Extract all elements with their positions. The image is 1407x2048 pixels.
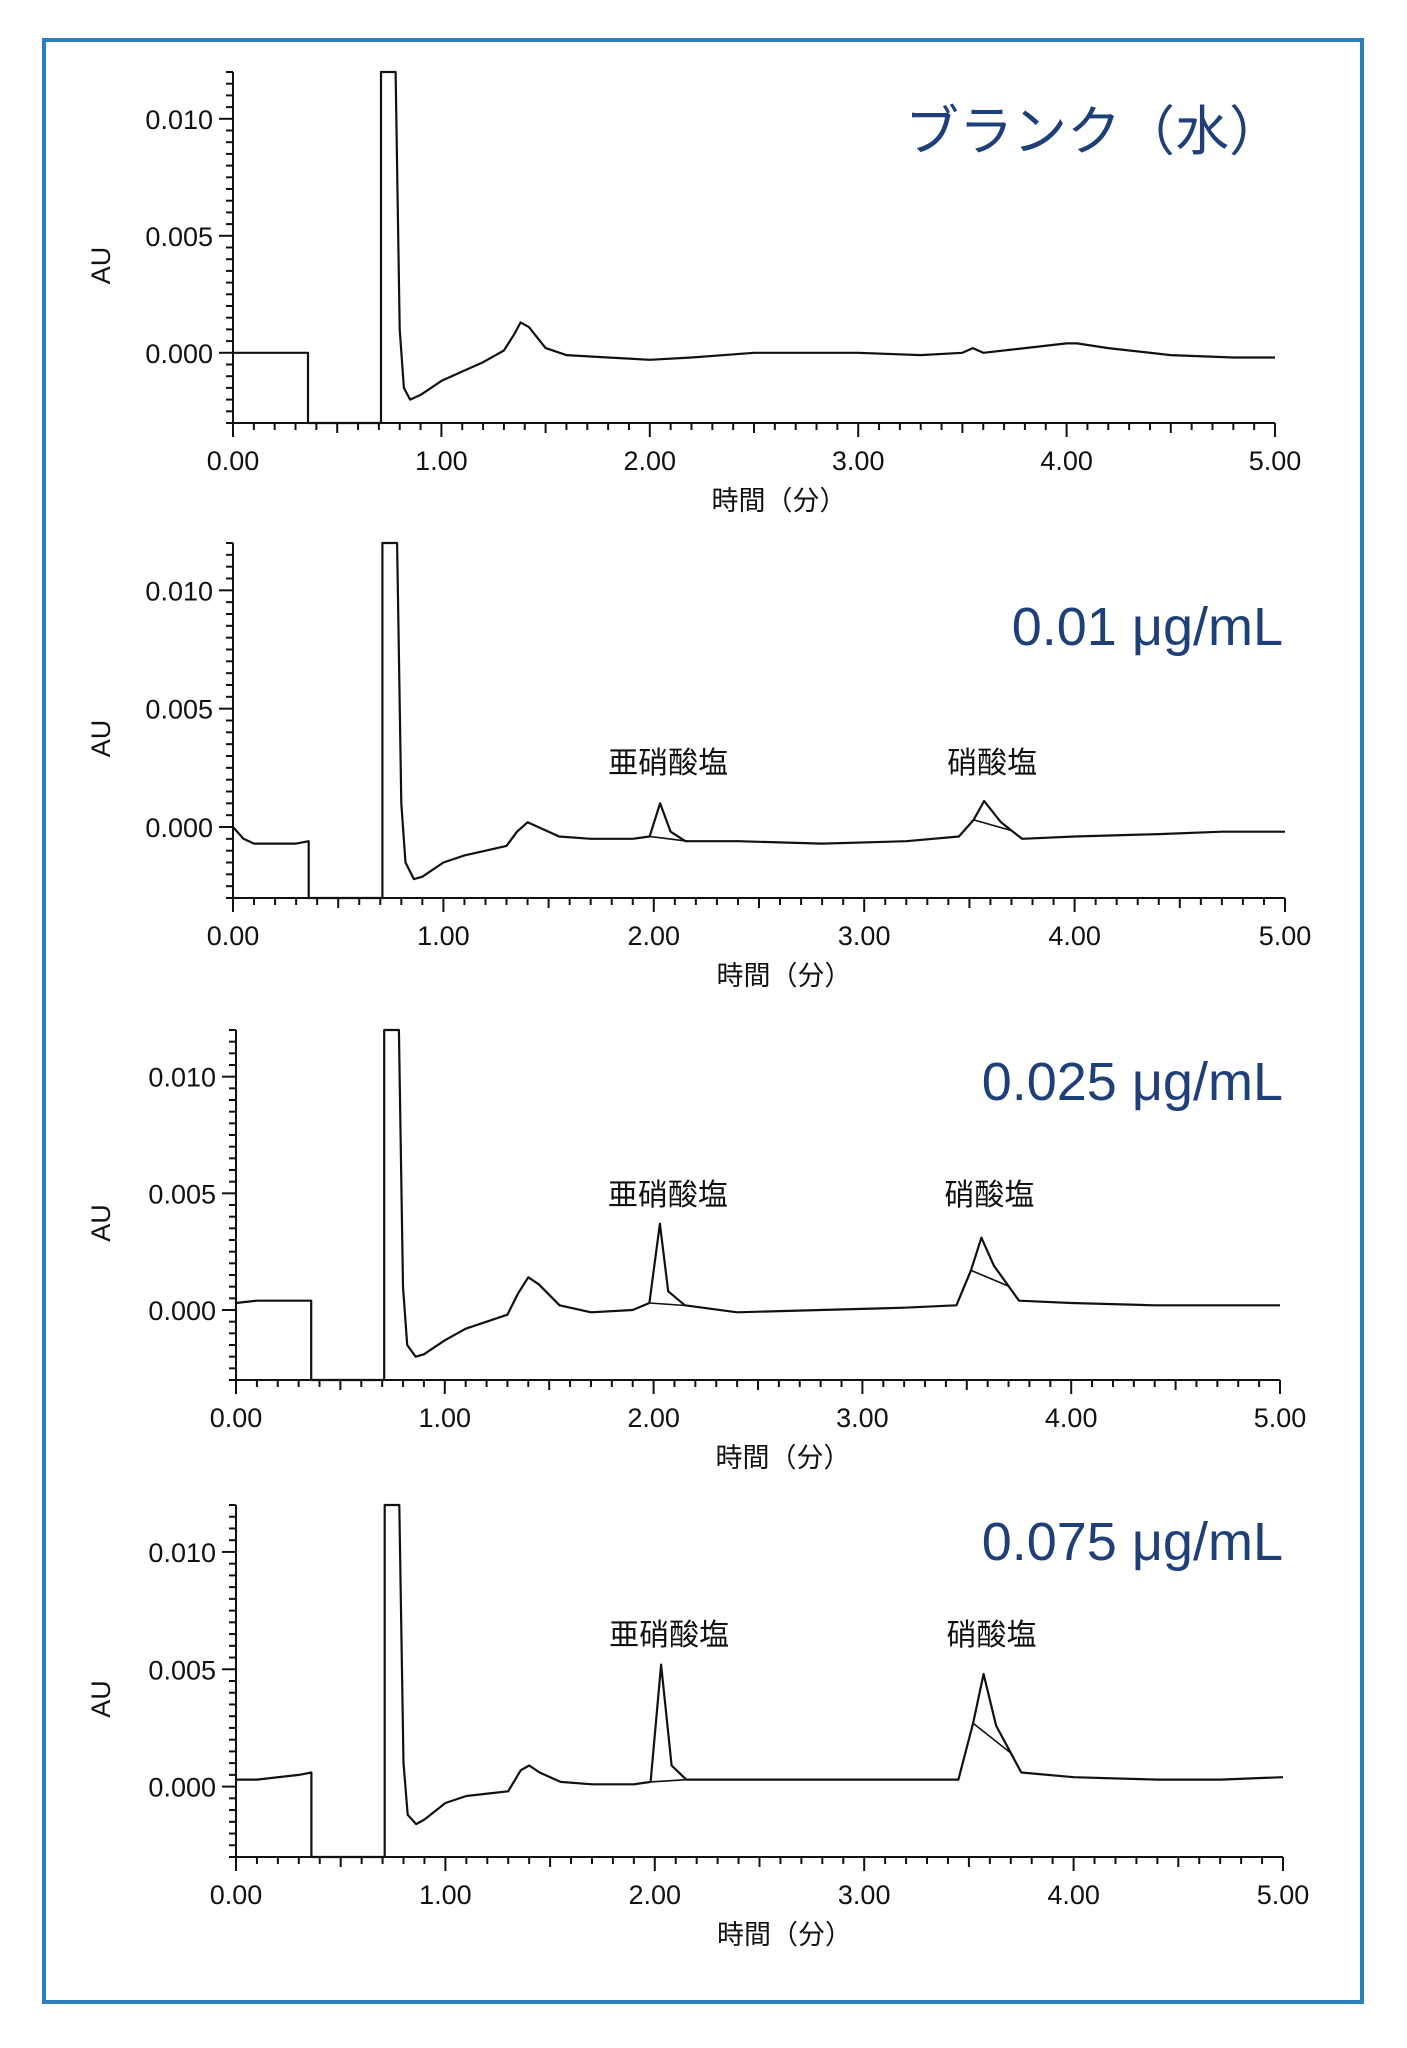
x-tick-label: 1.00 xyxy=(419,1880,472,1910)
chart-panel-3: 0.00 1.00 2.00 3.00 4.00 5.00 0.000 0.005 0.010 A… xyxy=(86,1028,1307,1473)
peak-label: 亜硝酸塩 xyxy=(608,746,728,781)
x-tick-label: 0.00 xyxy=(207,921,260,951)
peak-label: 亜硝酸塩 xyxy=(608,1178,728,1213)
peak-label: 硝酸塩 xyxy=(947,1618,1037,1653)
chromatogram-trace xyxy=(233,70,1275,425)
x-tick-label: 4.00 xyxy=(1047,1880,1100,1910)
panel-title: 0.025 μg/mL xyxy=(982,1052,1283,1112)
figure-frame xyxy=(42,38,1364,2004)
y-axis-title: AU xyxy=(86,1204,116,1242)
y-tick-label: 0.000 xyxy=(145,339,213,369)
peak-integration-baseline xyxy=(649,835,688,842)
chromatogram-trace xyxy=(232,541,1285,900)
x-tick-label: 5.00 xyxy=(1259,921,1312,951)
peak-integration-baseline xyxy=(650,1778,689,1783)
x-tick-label: 1.00 xyxy=(417,921,470,951)
x-axis-title: 時間（分） xyxy=(716,1443,851,1473)
panel-title: ブランク（水） xyxy=(905,102,1283,162)
chart-panel-2: 0.00 1.00 2.00 3.00 4.00 5.00 0.000 0.005 0.010 A… xyxy=(86,541,1312,991)
x-tick-label: 2.00 xyxy=(628,921,681,951)
y-tick-label: 0.005 xyxy=(148,1179,216,1209)
y-tick-label: 0.010 xyxy=(145,105,213,135)
y-tick-label: 0.010 xyxy=(145,576,213,606)
chart-panel-4: 0.00 1.00 2.00 3.00 4.00 5.00 0.000 0.005 0.010 A… xyxy=(86,1503,1310,1950)
panel-title: 0.075 μg/mL xyxy=(982,1512,1283,1572)
y-axis-title: AU xyxy=(86,1680,116,1718)
x-tick-label: 1.00 xyxy=(415,446,468,476)
x-tick-label: 3.00 xyxy=(836,1403,889,1433)
y-tick-label: 0.005 xyxy=(145,222,213,252)
x-tick-label: 0.00 xyxy=(207,446,260,476)
x-tick-label: 3.00 xyxy=(838,1880,891,1910)
y-axis-title: AU xyxy=(86,720,116,758)
x-axis-title: 時間（分） xyxy=(712,486,847,516)
y-tick-label: 0.000 xyxy=(148,1773,216,1803)
y-axis-title: AU xyxy=(86,247,116,285)
x-axis-title: 時間（分） xyxy=(717,961,852,991)
y-tick-label: 0.000 xyxy=(148,1296,216,1326)
peak-label: 硝酸塩 xyxy=(944,1178,1034,1213)
x-tick-label: 5.00 xyxy=(1254,1403,1307,1433)
x-tick-label: 1.00 xyxy=(419,1403,472,1433)
panel-title: 0.01 μg/mL xyxy=(1012,597,1283,657)
chart-panel-1: 0.00 1.00 2.00 3.00 4.00 5.00 0.000 0.005 0.010 A… xyxy=(86,70,1302,516)
x-tick-label: 3.00 xyxy=(838,921,891,951)
x-axis-title: 時間（分） xyxy=(717,1920,852,1950)
peak-integration-baseline xyxy=(973,819,1012,832)
x-tick-label: 4.00 xyxy=(1048,921,1101,951)
x-tick-label: 5.00 xyxy=(1257,1880,1310,1910)
y-tick-label: 0.005 xyxy=(148,1655,216,1685)
x-tick-label: 3.00 xyxy=(832,446,885,476)
x-tick-label: 5.00 xyxy=(1249,446,1302,476)
x-tick-label: 0.00 xyxy=(210,1403,263,1433)
peak-label: 亜硝酸塩 xyxy=(609,1618,729,1653)
x-tick-label: 4.00 xyxy=(1040,446,1093,476)
x-tick-label: 2.00 xyxy=(624,446,677,476)
y-tick-label: 0.010 xyxy=(148,1063,216,1093)
chromatogram-trace xyxy=(235,1028,1280,1382)
x-tick-label: 0.00 xyxy=(210,1880,263,1910)
x-tick-label: 2.00 xyxy=(629,1880,682,1910)
x-tick-label: 4.00 xyxy=(1045,1403,1098,1433)
x-tick-label: 2.00 xyxy=(627,1403,680,1433)
peak-label: 硝酸塩 xyxy=(947,746,1037,781)
peak-integration-baseline xyxy=(649,1302,688,1307)
peak-integration-baseline xyxy=(970,1269,1009,1287)
chromatogram-trace xyxy=(236,1503,1284,1859)
peak-integration-baseline xyxy=(972,1722,1012,1754)
y-tick-label: 0.005 xyxy=(145,695,213,725)
y-tick-label: 0.010 xyxy=(148,1538,216,1568)
y-tick-label: 0.000 xyxy=(145,813,213,843)
